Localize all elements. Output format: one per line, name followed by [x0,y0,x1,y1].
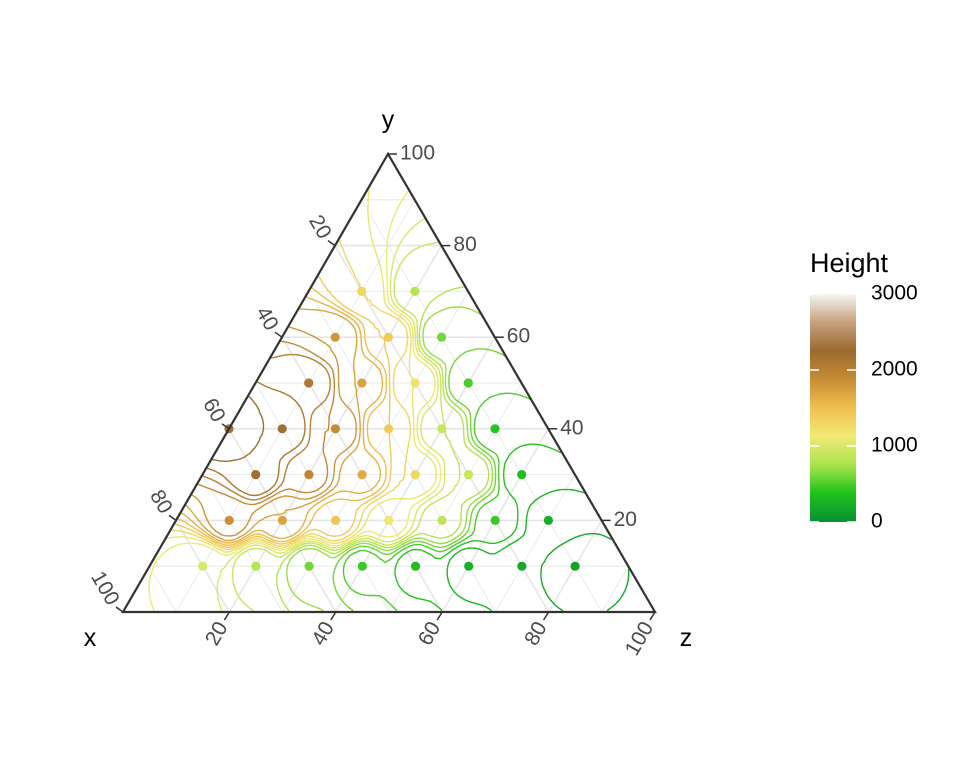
data-point [410,470,420,480]
data-point [463,378,473,388]
tick-mark [327,239,336,247]
tick-mark [221,423,230,430]
data-point [304,561,314,571]
tick-label-z: 20 [201,618,233,650]
data-point [357,561,367,571]
grid-line [308,291,496,613]
data-point [517,561,527,571]
triangle-border [121,151,657,614]
contour-line [123,252,331,501]
data-point [383,332,393,342]
contour-line [123,154,392,548]
data-point [224,515,234,526]
data-point [330,424,340,434]
axis-z-name: z [680,624,693,652]
legend-tick-label: 2000 [871,358,918,381]
tick-mark [542,611,550,621]
data-point [437,515,447,526]
contour-line [123,154,411,550]
data-point [410,378,420,388]
data-point [384,515,394,526]
axis-x-name: x [84,624,97,652]
data-point [410,561,421,571]
contour-line [342,327,655,612]
tick-label-x: 40 [251,303,283,335]
data-point [437,424,447,434]
tick-label-z: 40 [307,618,339,650]
data-point [277,515,287,526]
contour-line [123,321,265,462]
legend-colorbar [810,294,856,522]
data-point [357,378,367,388]
tick-label-x: 100 [86,567,123,609]
contour-line [123,154,388,546]
tick-label-y: 60 [507,325,530,348]
data-point [490,515,500,526]
tick-label-y: 100 [400,142,435,165]
tick-label-x: 20 [304,211,336,243]
data-point [304,378,314,388]
legend-tick-label: 1000 [871,434,918,457]
tick-mark [649,611,656,621]
tick-label-z: 80 [520,618,552,650]
contour-line [144,154,444,612]
data-point [357,470,367,480]
grid-line [495,474,576,613]
data-point [330,332,340,342]
tick-mark [436,611,443,621]
data-point [251,561,261,571]
axis-y-name: y [382,106,395,134]
grid-line [282,291,469,613]
data-point [410,286,420,296]
data-point [251,470,261,480]
grid-line [149,565,177,613]
contour-line [123,154,384,544]
data-point [543,515,554,526]
legend-title: Height [810,248,889,278]
data-point [464,561,474,571]
tick-label-x: 80 [145,486,177,518]
legend-tick-label: 0 [871,510,883,533]
data-point [570,561,580,571]
data-points [198,286,580,571]
grid-line [361,199,603,613]
tick-label-y: 80 [453,233,476,256]
data-point [384,424,394,434]
tick-label-z: 100 [621,618,658,660]
contour-lines [123,154,655,612]
grid-line [388,382,522,613]
tick-label-z: 60 [414,618,446,650]
data-point [437,332,447,342]
contour-line [231,154,529,612]
tick-label-x: 60 [198,394,230,426]
contour-line [123,154,361,542]
data-point [463,470,474,480]
tick-mark [274,331,283,338]
data-point [198,561,208,571]
data-point [331,515,341,526]
contour-line [540,532,655,612]
tick-label-y: 20 [614,508,637,531]
legend-tick-label: 3000 [871,282,918,305]
tick-mark [330,611,337,621]
data-point [490,424,500,434]
tick-mark [223,611,231,621]
data-point [517,470,527,480]
data-point [277,424,287,434]
data-point [304,470,314,480]
data-point [357,286,367,296]
tick-mark [115,606,124,613]
contour-line [332,246,655,612]
legend: Height 0 1000 2000 3000 [810,248,918,533]
tick-label-y: 40 [560,416,583,439]
grid-line [601,565,629,613]
tick-mark [168,514,177,522]
